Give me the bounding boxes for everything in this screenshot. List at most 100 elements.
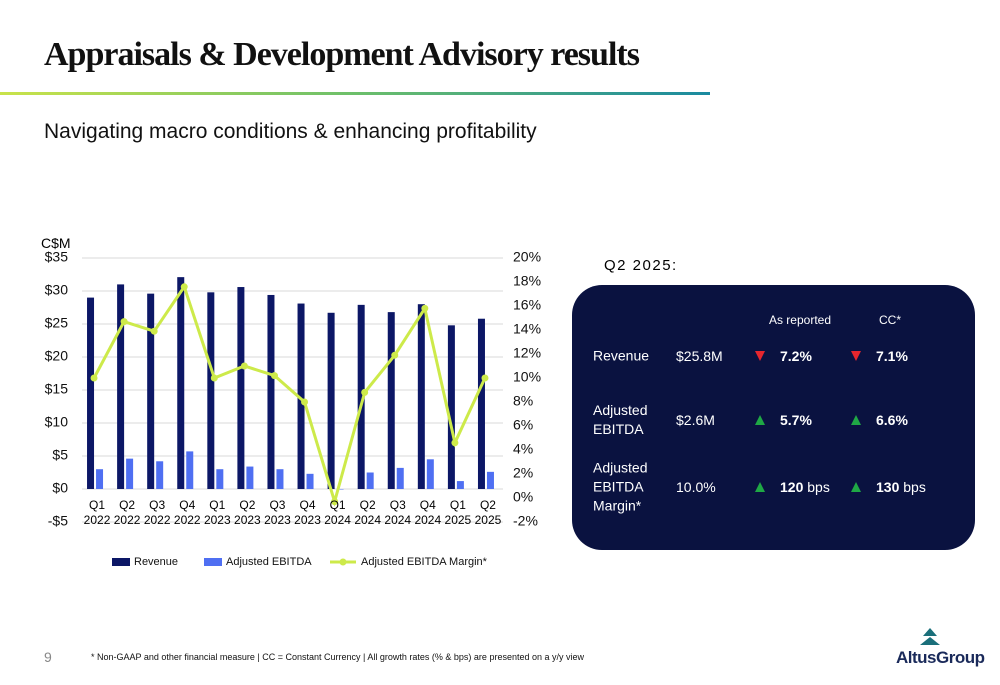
bar [456,481,464,489]
bar [87,297,95,489]
line-marker [421,304,429,312]
y-tick-label: $15 [45,381,69,397]
row-value: 10.0% [676,479,716,495]
line-marker [150,327,158,335]
change-value: 7.1% [876,348,908,364]
change-value: 130 [876,479,900,495]
bar [147,293,155,489]
table-panel: As reported CC* Revenue $25.8M 7.2% 7.1% Adjus… [572,285,975,550]
row-label: Adjusted EBITDA [593,402,648,437]
title: Appraisals & Development Advisory result… [44,36,640,73]
bar [186,451,194,489]
x-tick-label: Q2 2025 [474,498,502,527]
bar [216,469,224,489]
x-tick-label: Q2 2024 [354,498,382,527]
line-marker [270,372,278,380]
x-tick-label: Q1 2024 [324,498,351,527]
bar [267,294,275,489]
change-arrow [755,351,765,361]
change-value: 120 [780,479,804,495]
x-tick-label: Q3 2022 [143,498,171,527]
line-marker [180,283,188,291]
bar [336,489,344,490]
title-rule [0,92,710,95]
bar [387,312,395,489]
bar [417,304,425,489]
bar [327,312,335,489]
line-marker [210,374,218,382]
bar [357,304,365,489]
y-tick-label: -$5 [48,513,68,529]
line-marker [120,318,128,326]
line-marker [331,498,339,506]
bar [396,467,404,489]
row-value: $25.8M [676,348,723,364]
y-axis-label: C$M [41,235,71,251]
column-header: As reported [768,313,832,327]
y2-tick-label: -2% [513,513,538,529]
y-tick-label: $5 [52,447,68,463]
bar [477,318,485,489]
bar [126,458,134,489]
bar [156,461,164,489]
y-tick-label: $30 [45,282,69,298]
y2-tick-label: 20% [513,249,541,265]
change-arrow [851,482,861,492]
x-tick-label: Q4 2022 [173,498,201,527]
subtitle: Navigating macro conditions & enhancing … [44,120,537,143]
change-value: 6.6% [876,412,908,428]
line-marker [391,351,399,359]
line-marker [240,362,248,370]
change-arrow [755,415,765,425]
line-marker [301,398,309,406]
change: 6.6% [876,412,908,428]
y2-tick-label: 4% [513,441,533,457]
bar [246,466,254,489]
y-tick-label: $20 [45,348,69,364]
change: 5.7% [780,412,812,428]
y-tick-label: $10 [45,414,69,430]
x-tick-label: Q3 2024 [384,498,412,527]
y-tick-label: $35 [45,249,69,265]
line-marker [90,374,98,382]
column-header: CC* [878,313,901,327]
change: 7.2% [780,348,812,364]
logo: AltusGroup [896,648,985,667]
row-label: Adjusted EBITDA Margin* [593,459,648,514]
logo-icon [920,628,940,645]
line-marker [451,439,459,447]
bar [366,472,374,489]
row-value: $2.6M [676,412,715,428]
y2-tick-label: 8% [513,393,533,409]
y2-tick-label: 16% [513,297,541,313]
bar [207,292,215,489]
x-tick-label: Q2 2022 [113,498,141,527]
change: 130 bps [876,479,926,495]
change-unit: bps [903,479,926,495]
bar [177,277,185,489]
legend-swatch [204,558,222,566]
bar [237,287,245,489]
x-tick-label: Q4 2023 [294,498,321,527]
change-value: 7.2% [780,348,812,364]
bar [306,473,314,489]
y-tick-label: $25 [45,315,69,331]
y2-tick-label: 0% [513,489,533,505]
change: 120 bps [780,479,830,495]
change-arrow [755,482,765,492]
bar [426,459,434,489]
legend-label: Revenue [134,556,178,568]
legend-swatch [112,558,130,566]
line [92,283,487,508]
change-arrow [851,415,861,425]
x-tick-label: Q1 2022 [83,498,111,527]
row-label: Revenue [593,347,650,364]
legend-label: Adjusted EBITDA [226,556,312,568]
legend-swatch [339,558,347,566]
change: 7.1% [876,348,908,364]
change-arrow [851,351,861,361]
x-tick-label: Q4 2024 [414,498,442,527]
x-tick-label: Q3 2023 [264,498,291,527]
